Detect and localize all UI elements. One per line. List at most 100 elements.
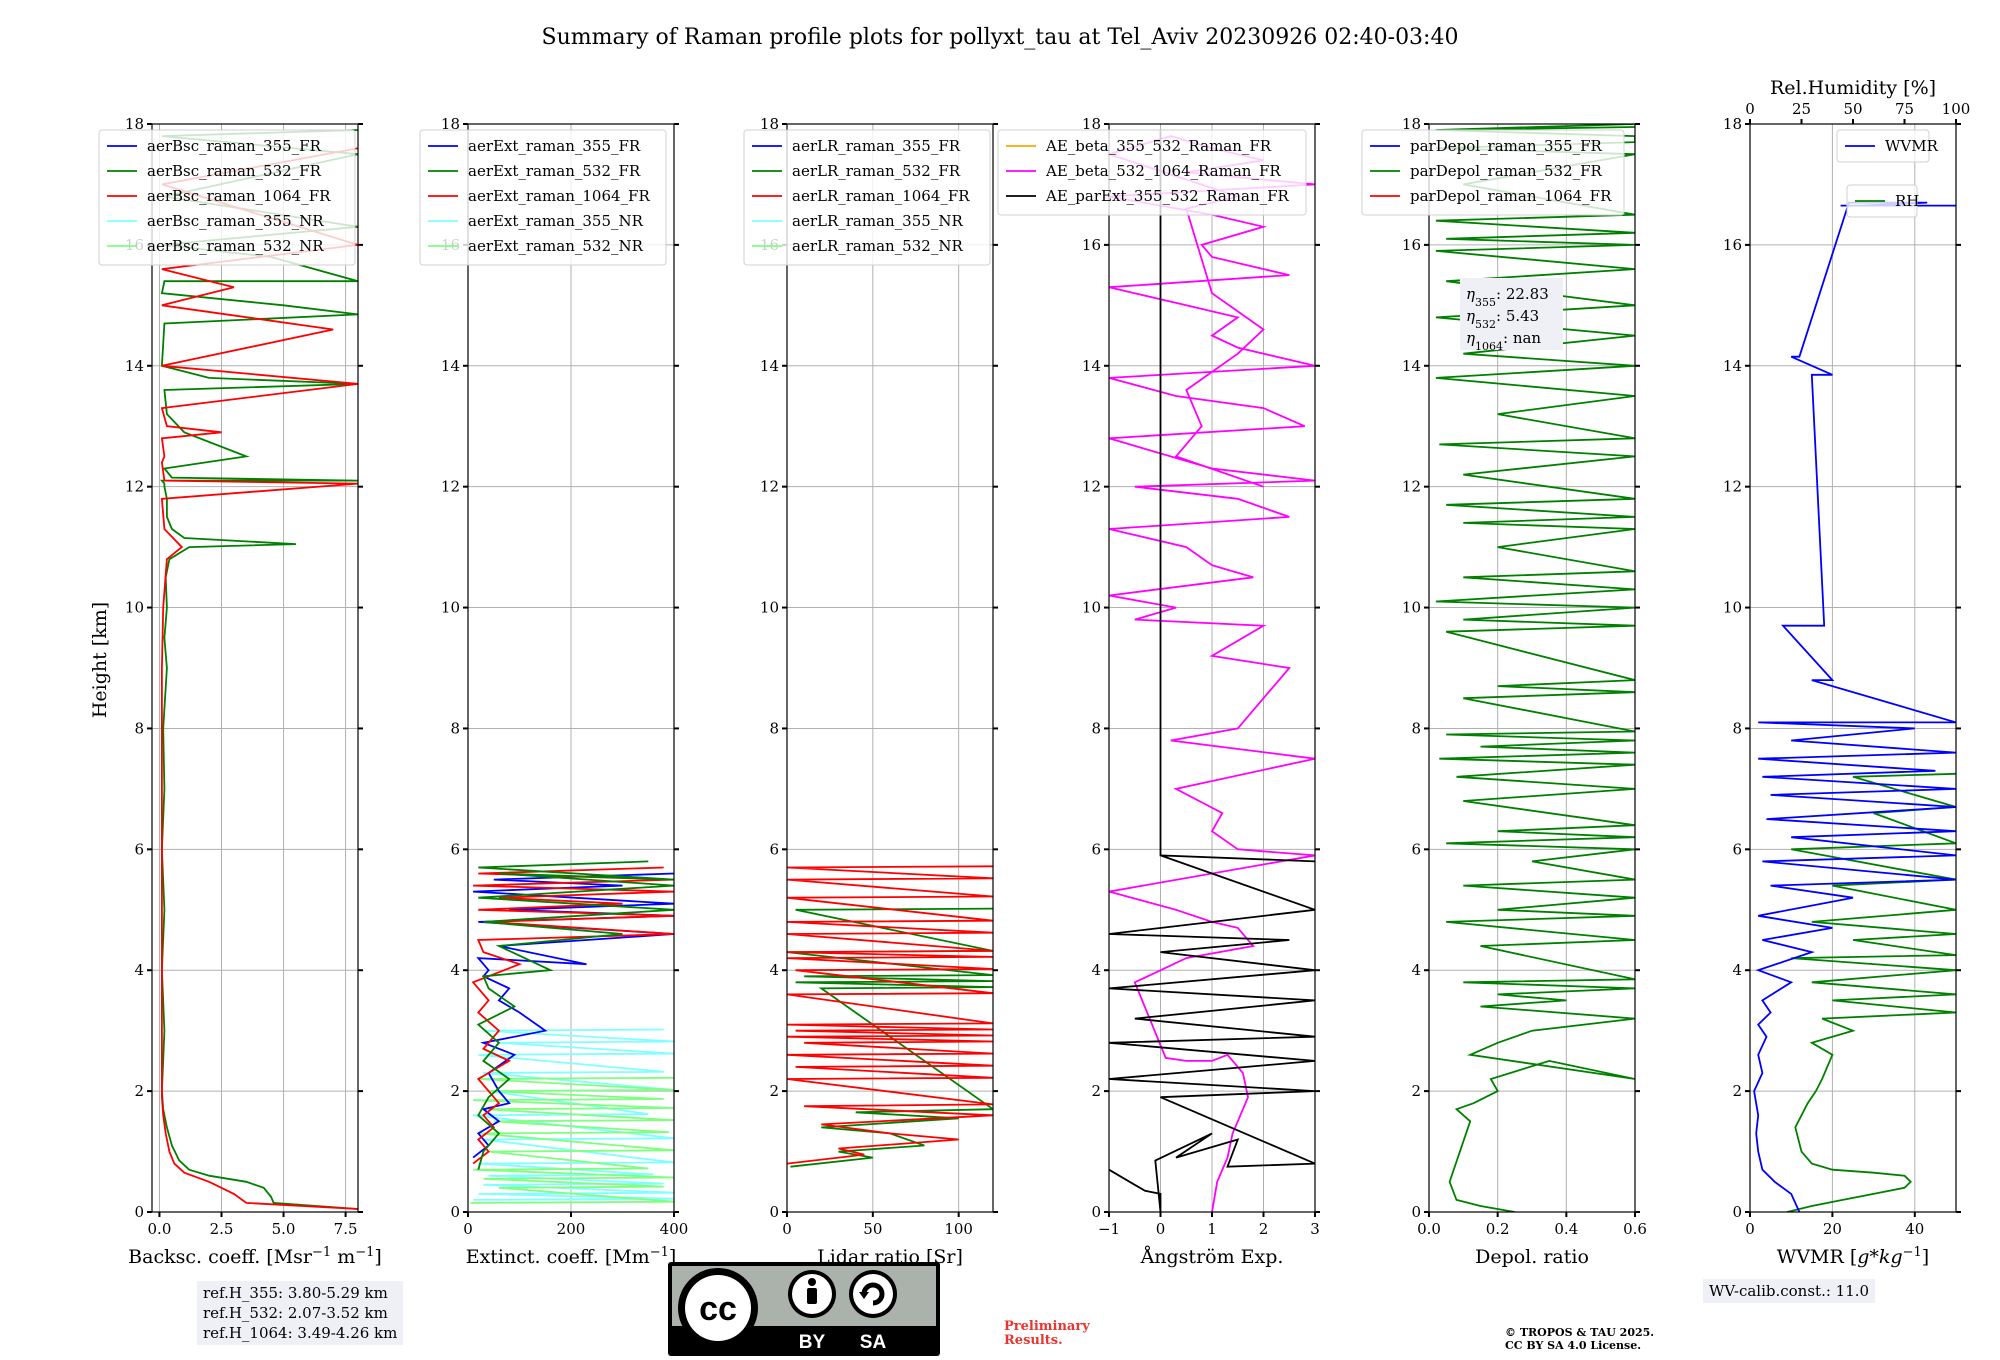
- legend-label: aerExt_raman_532_FR: [468, 162, 641, 180]
- ytick-label: 0: [1732, 1203, 1742, 1221]
- top-xtick-label: 50: [1843, 100, 1862, 118]
- x-axis-label-part: Backsc. coeff. [Msr: [128, 1246, 313, 1268]
- ytick-label: 4: [450, 961, 460, 979]
- xtick-label: −1: [1098, 1220, 1120, 1238]
- ytick-label: 18: [1723, 115, 1742, 133]
- legend-label: parDepol_raman_355_FR: [1410, 137, 1603, 155]
- preliminary-results-note: Preliminary Results.: [1004, 1320, 1090, 1348]
- ytick-label: 8: [1732, 719, 1742, 737]
- ytick-label: 0: [1091, 1203, 1101, 1221]
- ytick-label: 10: [1082, 599, 1101, 617]
- ytick-label: 0: [450, 1203, 460, 1221]
- legend-box: [1836, 129, 1930, 163]
- ytick-label: 10: [125, 599, 144, 617]
- ytick-label: 2: [1732, 1082, 1742, 1100]
- ytick-label: 2: [1091, 1082, 1101, 1100]
- ytick-label: 12: [1723, 478, 1742, 496]
- annotation-part: : 22.83: [1496, 285, 1549, 303]
- plot-frame: [151, 123, 359, 1213]
- x-axis-label-part: ]: [374, 1246, 381, 1268]
- ytick-label: 6: [1091, 840, 1101, 858]
- legend-label: parDepol_raman_532_FR: [1410, 162, 1603, 180]
- x-axis-label: WVMR [g*kg−1]: [1777, 1245, 1929, 1269]
- xtick-label: 400: [660, 1220, 689, 1238]
- top-xtick-label: 75: [1895, 100, 1914, 118]
- ytick-label: 16: [1082, 236, 1101, 254]
- xtick-label: 100: [944, 1220, 973, 1238]
- figure-title: Summary of Raman profile plots for polly…: [542, 25, 1459, 50]
- xtick-label: 5.0: [272, 1220, 296, 1238]
- legend-label: aerBsc_raman_355_FR: [147, 137, 322, 155]
- x-axis-label-part: Ångström Exp.: [1140, 1246, 1284, 1268]
- xtick-label: 0.4: [1554, 1220, 1578, 1238]
- legend-label: aerLR_raman_355_FR: [792, 137, 961, 155]
- legend-depol: parDepol_raman_355_FR parDepol_raman_532_…: [1361, 129, 1625, 216]
- series-aerLR_raman_1064_FR: [787, 865, 993, 1165]
- legend-box: [743, 129, 991, 266]
- x-axis-label-part: WVMR [: [1777, 1246, 1857, 1268]
- legend-label: aerBsc_raman_355_NR: [147, 212, 324, 230]
- ytick-label: 6: [1732, 840, 1742, 858]
- legend-label: aerBsc_raman_532_FR: [147, 162, 322, 180]
- legend-label: RH: [1895, 192, 1919, 210]
- legend-label: aerBsc_raman_1064_FR: [147, 187, 331, 205]
- series-AE_parExt_355_532_Raman_FR: [1109, 130, 1315, 1212]
- ytick-label: 12: [125, 478, 144, 496]
- annotation-part: η: [1466, 285, 1475, 303]
- xtick-label: 2: [1259, 1220, 1269, 1238]
- x-axis-label-part: −1: [650, 1245, 669, 1260]
- ytick-label: 6: [134, 840, 144, 858]
- x-axis-label: Depol. ratio: [1475, 1246, 1589, 1268]
- series-WVMR: [1753, 201, 1956, 1212]
- legend-label: AE_beta_532_1064_Raman_FR: [1045, 162, 1281, 180]
- preliminary-line-2: Results.: [1004, 1333, 1063, 1348]
- ytick-label: 18: [1402, 115, 1421, 133]
- ytick-label: 0: [134, 1203, 144, 1221]
- ytick-label: 10: [1723, 599, 1742, 617]
- annotation-box: [1460, 278, 1563, 350]
- ytick-label: 4: [134, 961, 144, 979]
- cc-logo-text: cc: [699, 1290, 737, 1328]
- ytick-label: 16: [1402, 236, 1421, 254]
- plot-frame: [1428, 123, 1636, 1213]
- ytick-label: 0: [769, 1203, 779, 1221]
- ytick-label: 2: [769, 1082, 779, 1100]
- xtick-label: 200: [557, 1220, 586, 1238]
- plot-frame: [1749, 123, 1957, 1213]
- annotation-part: 1064: [1475, 340, 1503, 353]
- annotation-part: 355: [1475, 296, 1496, 309]
- legend-label: aerExt_raman_1064_FR: [468, 187, 650, 205]
- xtick-label: 1: [1207, 1220, 1217, 1238]
- legend-label: aerExt_raman_355_NR: [468, 212, 644, 230]
- xtick-label: 40: [1905, 1220, 1924, 1238]
- series-aerExt_raman_532_NR: [470, 1076, 674, 1204]
- ytick-label: 18: [125, 115, 144, 133]
- ytick-label: 10: [760, 599, 779, 617]
- xtick-label: 7.5: [334, 1220, 358, 1238]
- xtick-label: 0.2: [1486, 1220, 1510, 1238]
- reference-height-box: ref.H_355: 3.80-5.29 km ref.H_532: 2.07-…: [197, 1281, 404, 1345]
- preliminary-line-1: Preliminary: [1004, 1319, 1090, 1334]
- legend-angstrom: AE_beta_355_532_Raman_FR AE_beta_532_1064…: [997, 129, 1307, 216]
- legend-label: AE_parExt_355_532_Raman_FR: [1045, 187, 1290, 205]
- cc-by-sa-license-badge: cc BY SA: [668, 1262, 940, 1356]
- xtick-label: 50: [863, 1220, 882, 1238]
- legend-backscatter: aerBsc_raman_355_FR aerBsc_raman_532_FRae…: [98, 129, 356, 266]
- ytick-label: 6: [769, 840, 779, 858]
- copyright-line-2: CC BY SA 4.0 License.: [1505, 1339, 1642, 1352]
- ytick-label: 14: [1082, 357, 1101, 375]
- top-xtick-label: 25: [1792, 100, 1811, 118]
- ref-height-532: ref.H_532: 2.07-3.52 km: [203, 1304, 388, 1322]
- legend-label: WVMR: [1885, 137, 1939, 155]
- ytick-label: 6: [1411, 840, 1421, 858]
- wv-calibration-text: WV-calib.const.: 11.0: [1709, 1282, 1870, 1300]
- by-label: BY: [799, 1332, 826, 1353]
- panel-depol: 0 2 4 6 8 10 12 14 16 18 0.0 0.2 0.4 0.6 Depol. ratio p…: [1361, 115, 1647, 1268]
- ytick-label: 8: [450, 719, 460, 737]
- xtick-label: 0: [463, 1220, 473, 1238]
- ytick-label: 10: [441, 599, 460, 617]
- ytick-label: 12: [1402, 478, 1421, 496]
